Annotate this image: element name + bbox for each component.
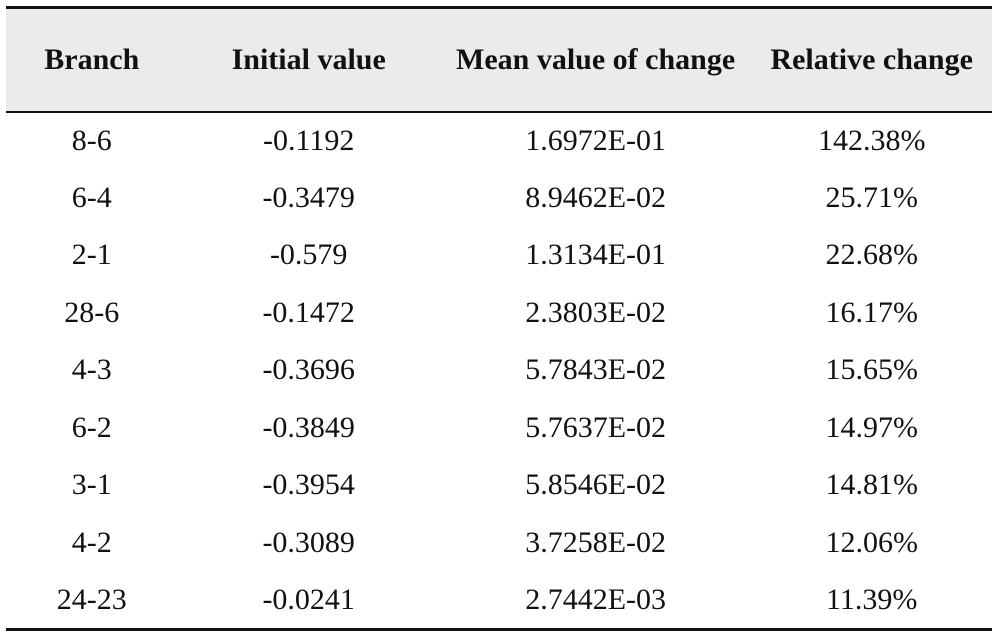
cell-initial-value: -0.579: [269, 238, 348, 272]
cell-branch: 6-4: [71, 180, 112, 214]
cell-initial-value: -0.3479: [262, 180, 355, 214]
cell-initial-value: -0.3696: [262, 353, 355, 387]
cell-relative-change: 142.38%: [817, 123, 926, 157]
cell-relative-change: 22.68%: [825, 238, 918, 272]
cell-branch: 2-1: [71, 238, 112, 272]
cell-mean-change: 5.7843E-02: [525, 353, 667, 387]
header-branch: Branch: [44, 42, 140, 76]
table-row: 24-23 -0.0241 2.7442E-03 11.39%: [6, 572, 992, 630]
header-mean-value-of-change: Mean value of change: [456, 42, 736, 76]
table-row: 8-6 -0.1192 1.6972E-01 142.38%: [6, 112, 992, 170]
cell-mean-change: 2.3803E-02: [525, 295, 667, 329]
header-row: Branch Initial value Mean value of chang…: [6, 7, 992, 112]
cell-initial-value: -0.1192: [263, 123, 355, 157]
table-header: Branch Initial value Mean value of chang…: [6, 7, 992, 112]
cell-relative-change: 11.39%: [826, 582, 918, 616]
cell-initial-value: -0.1472: [262, 295, 355, 329]
cell-mean-change: 5.8546E-02: [525, 468, 667, 502]
table-row: 3-1 -0.3954 5.8546E-02 14.81%: [6, 457, 992, 515]
cell-mean-change: 3.7258E-02: [525, 525, 667, 559]
cell-relative-change: 14.81%: [825, 468, 918, 502]
table-row: 2-1 -0.579 1.3134E-01 22.68%: [6, 227, 992, 285]
table-body: 8-6 -0.1192 1.6972E-01 142.38% 6-4 -0.34…: [6, 112, 992, 630]
cell-mean-change: 1.3134E-01: [525, 238, 667, 272]
branch-change-table: Branch Initial value Mean value of chang…: [6, 6, 992, 631]
cell-branch: 4-3: [71, 353, 112, 387]
cell-branch: 6-2: [71, 410, 112, 444]
cell-relative-change: 15.65%: [825, 353, 918, 387]
cell-mean-change: 2.7442E-03: [525, 582, 667, 616]
header-relative-change: Relative change: [770, 42, 973, 76]
cell-branch: 24-23: [56, 582, 127, 616]
cell-mean-change: 5.7637E-02: [525, 410, 667, 444]
table-row: 6-2 -0.3849 5.7637E-02 14.97%: [6, 399, 992, 457]
cell-initial-value: -0.0241: [262, 582, 355, 616]
cell-branch: 3-1: [71, 468, 112, 502]
cell-initial-value: -0.3954: [262, 468, 355, 502]
cell-relative-change: 14.97%: [825, 410, 918, 444]
table-row: 6-4 -0.3479 8.9462E-02 25.71%: [6, 169, 992, 227]
header-initial-value: Initial value: [231, 42, 386, 76]
cell-relative-change: 25.71%: [825, 180, 918, 214]
table-row: 4-3 -0.3696 5.7843E-02 15.65%: [6, 342, 992, 400]
data-table-container: Branch Initial value Mean value of chang…: [6, 6, 992, 629]
table-row: 28-6 -0.1472 2.3803E-02 16.17%: [6, 284, 992, 342]
cell-mean-change: 1.6972E-01: [525, 123, 667, 157]
cell-relative-change: 12.06%: [825, 525, 918, 559]
cell-initial-value: -0.3089: [262, 525, 355, 559]
cell-relative-change: 16.17%: [825, 295, 918, 329]
cell-branch: 8-6: [71, 123, 112, 157]
cell-branch: 4-2: [71, 525, 112, 559]
cell-initial-value: -0.3849: [262, 410, 355, 444]
cell-mean-change: 8.9462E-02: [525, 180, 667, 214]
table-row: 4-2 -0.3089 3.7258E-02 12.06%: [6, 514, 992, 572]
cell-branch: 28-6: [64, 295, 120, 329]
